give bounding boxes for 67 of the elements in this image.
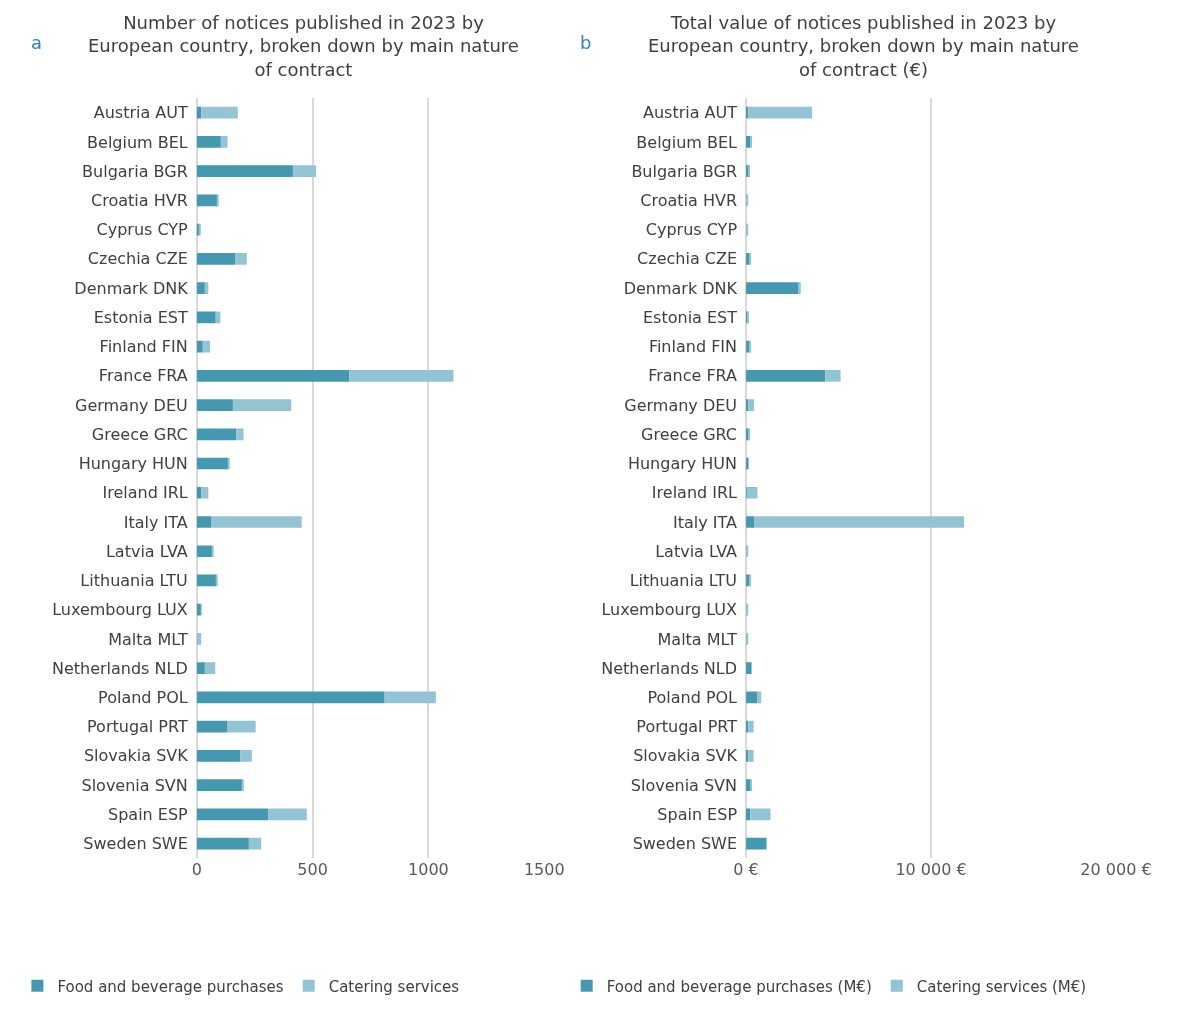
x-tick-label: 0 bbox=[191, 860, 202, 880]
y-tick-label: Luxembourg LUX bbox=[52, 600, 188, 620]
chart-title: Total value of notices published in 2023 by European country, broken down by main nature of contract (€) bbox=[648, 12, 1079, 80]
y-tick-label: Germany DEU bbox=[74, 395, 188, 415]
text: a bbox=[31, 32, 43, 53]
legend-label: Food and beverage purchases bbox=[57, 977, 284, 996]
y-tick-label: Malta MLT bbox=[108, 629, 188, 649]
y-tick-label: Slovenia SVN bbox=[630, 775, 738, 795]
y-tick-label: Greece GRC bbox=[91, 424, 188, 444]
text: b bbox=[580, 32, 592, 53]
legend-label: Food and beverage purchases (M€) bbox=[606, 977, 872, 996]
y-tick-label: France FRA bbox=[98, 366, 188, 386]
y-tick-label: Bulgaria BGR bbox=[631, 161, 738, 181]
y-tick-label: Cyprus CYP bbox=[96, 220, 189, 240]
y-tick-label: Portugal PRT bbox=[636, 717, 738, 737]
y-tick-label: Austria AUT bbox=[643, 103, 738, 123]
y-tick-label: Sweden SWE bbox=[83, 834, 188, 854]
y-tick-label: Croatia HVR bbox=[91, 191, 188, 210]
y-tick-label: Lithuania LTU bbox=[80, 571, 188, 591]
y-tick-label: Denmark DNK bbox=[74, 278, 189, 298]
legend-label: Catering services bbox=[328, 977, 460, 996]
legend-label: Catering services (M€) bbox=[916, 977, 1087, 996]
y-tick-label: Ireland IRL bbox=[102, 483, 188, 503]
y-tick-label: Lithuania LTU bbox=[629, 571, 738, 591]
chart-title: Number of notices published in 2023 by European country, broken down by main nature of contract bbox=[88, 12, 519, 80]
y-tick-label: Italy ITA bbox=[673, 512, 738, 532]
y-tick-label: Belgium BEL bbox=[87, 132, 188, 152]
y-tick-label: Slovenia SVN bbox=[81, 775, 188, 795]
y-tick-label: Bulgaria BGR bbox=[82, 161, 188, 181]
x-tick-label: 1000 bbox=[408, 860, 449, 880]
y-tick-label: Hungary HUN bbox=[627, 454, 738, 474]
y-tick-label: Spain ESP bbox=[108, 804, 189, 824]
y-tick-label: Sweden SWE bbox=[632, 834, 738, 854]
x-tick-label: 10 000 € bbox=[895, 860, 967, 880]
y-tick-label: Poland POL bbox=[98, 688, 188, 708]
y-tick-label: Malta MLT bbox=[657, 629, 738, 649]
y-tick-label: Portugal PRT bbox=[87, 717, 188, 737]
y-tick-label: Czechia CZE bbox=[637, 249, 738, 269]
y-tick-label: Italy ITA bbox=[123, 512, 188, 532]
y-tick-label: Estonia EST bbox=[93, 307, 188, 327]
y-tick-label: Cyprus CYP bbox=[645, 220, 738, 240]
y-tick-label: Czechia CZE bbox=[87, 249, 188, 269]
y-tick-label: Latvia LVA bbox=[105, 541, 188, 561]
y-tick-label: Finland FIN bbox=[99, 337, 188, 357]
x-tick-label: 1500 bbox=[523, 860, 565, 880]
y-tick-label: Hungary HUN bbox=[78, 454, 188, 474]
y-tick-label: Estonia EST bbox=[643, 307, 738, 327]
y-tick-label: Spain ESP bbox=[657, 804, 738, 824]
x-tick-label: 20 000 € bbox=[1080, 860, 1152, 880]
y-tick-label: Denmark DNK bbox=[623, 278, 738, 298]
y-tick-label: Germany DEU bbox=[624, 395, 738, 415]
y-tick-label: Poland POL bbox=[647, 688, 738, 708]
y-tick-label: Belgium BEL bbox=[636, 132, 738, 152]
y-tick-label: Slovakia SVK bbox=[633, 746, 738, 766]
y-tick-label: Netherlands NLD bbox=[51, 658, 188, 678]
y-tick-label: Luxembourg LUX bbox=[601, 600, 738, 620]
x-tick-label: 0 € bbox=[733, 860, 759, 880]
y-tick-label: Finland FIN bbox=[648, 337, 738, 357]
y-tick-label: Netherlands NLD bbox=[601, 658, 738, 678]
y-tick-label: Latvia LVA bbox=[655, 541, 738, 561]
y-tick-label: Ireland IRL bbox=[651, 483, 738, 503]
y-tick-label: Slovakia SVK bbox=[83, 746, 189, 766]
y-tick-label: Croatia HVR bbox=[640, 191, 738, 210]
y-tick-label: France FRA bbox=[648, 366, 738, 386]
x-tick-label: 500 bbox=[297, 860, 328, 880]
y-tick-label: Greece GRC bbox=[641, 424, 738, 444]
y-tick-label: Austria AUT bbox=[93, 103, 188, 123]
